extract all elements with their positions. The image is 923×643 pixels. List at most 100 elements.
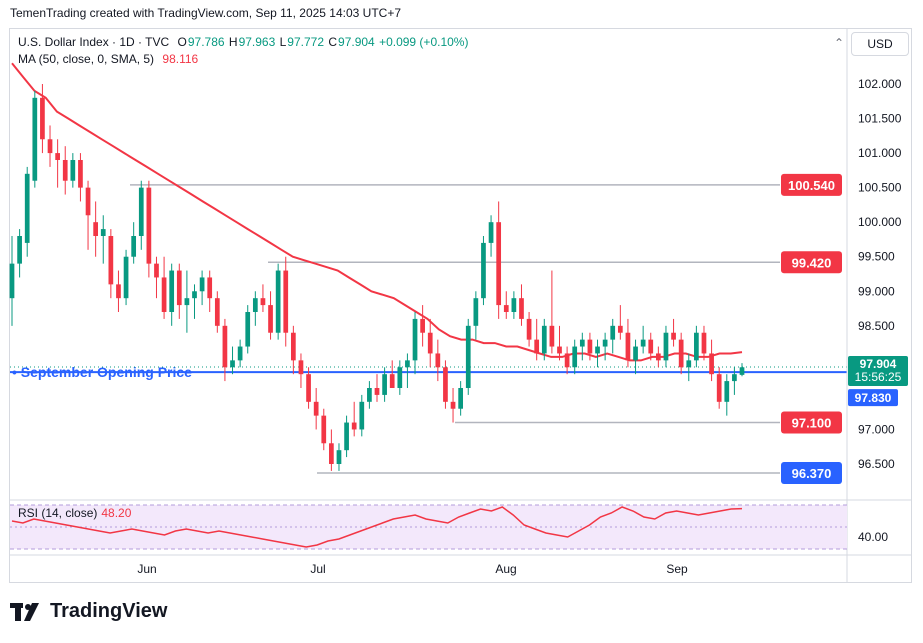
candle-body xyxy=(724,381,730,402)
price-axis: 102.000 101.500 101.000 100.500 100.000 99.50… xyxy=(10,29,912,583)
candle-body xyxy=(184,298,190,306)
opening-price-annotation: • September Opening Price xyxy=(12,364,192,380)
candle-body xyxy=(176,270,182,306)
last-price-box xyxy=(848,355,908,386)
candle-body xyxy=(534,339,540,354)
candle-body xyxy=(85,187,91,216)
levels-layer: 100.540 99.420 97.100 96.370 • September Ope… xyxy=(10,173,847,484)
candle-body xyxy=(47,139,53,154)
rsi-line xyxy=(11,506,743,548)
level-label-box xyxy=(781,411,842,434)
level-label-box xyxy=(781,173,842,196)
price-tick-label: 100.000 xyxy=(858,215,902,229)
candle-body xyxy=(420,318,425,333)
chart-frame xyxy=(9,28,912,583)
last-price-text: 97.904 xyxy=(860,357,897,371)
candle-body xyxy=(313,401,319,416)
candle-body xyxy=(260,298,266,306)
opening-price-box xyxy=(848,389,898,407)
level-label-box xyxy=(781,461,842,484)
time-tick-label: Aug xyxy=(495,562,516,576)
rsi-label: RSI (14, close) xyxy=(18,506,98,520)
candle-body xyxy=(526,318,532,340)
price-tick-label: 98.500 xyxy=(858,319,895,333)
candle-body xyxy=(192,291,197,299)
price-tick-label: 101.000 xyxy=(858,146,902,160)
candle-body xyxy=(701,332,707,354)
candle-body xyxy=(222,325,228,368)
candle-body xyxy=(610,325,616,340)
candle-body xyxy=(374,388,380,395)
candle-body xyxy=(230,360,235,368)
candle-body xyxy=(481,242,486,299)
symbol-name: U.S. Dollar Index · 1D · TVC xyxy=(18,35,170,49)
candle-body xyxy=(214,298,220,326)
candle-body xyxy=(572,346,578,368)
close-value: 97.904 xyxy=(338,35,375,49)
candle-body xyxy=(283,270,289,333)
open-label: O xyxy=(177,35,187,49)
candle-body xyxy=(694,332,699,361)
candle-body xyxy=(511,298,517,312)
price-tick-label: 96.500 xyxy=(858,457,895,471)
candle-body xyxy=(557,346,562,354)
candle-body xyxy=(587,339,593,354)
candle-body xyxy=(716,374,722,402)
candle-body xyxy=(739,367,745,375)
change-value: +0.099 (+0.10%) xyxy=(379,35,469,49)
candle-body xyxy=(62,160,68,181)
candle-body xyxy=(648,339,654,354)
level-label-box xyxy=(781,251,842,274)
candle-body xyxy=(9,263,15,299)
candle-body xyxy=(389,374,395,388)
level-label-text: 100.540 xyxy=(788,178,835,193)
price-tick-label: 99.000 xyxy=(858,284,895,298)
candle-body xyxy=(55,153,60,160)
candle-body xyxy=(655,353,661,361)
high-value: 97.963 xyxy=(238,35,276,49)
candle-body xyxy=(199,277,205,292)
candle-body xyxy=(123,256,129,299)
candle-body xyxy=(579,339,585,347)
opening-price-text: 97.830 xyxy=(855,391,892,405)
candle-body xyxy=(564,353,570,368)
candle-body xyxy=(640,339,646,347)
price-tick-label: 102.000 xyxy=(858,77,902,91)
candle-body xyxy=(237,346,243,361)
candle-body xyxy=(686,360,692,368)
rsi-value: 48.20 xyxy=(101,506,132,520)
candle-body xyxy=(17,236,22,264)
candle-body xyxy=(465,325,471,388)
countdown-text: 15:56:25 xyxy=(855,370,902,384)
candle-body xyxy=(678,339,684,368)
ma-label: MA (50, close, 0, SMA, 5) xyxy=(18,52,155,66)
low-value: 97.772 xyxy=(287,35,324,49)
candle-body xyxy=(344,422,349,451)
candle-body xyxy=(496,222,502,306)
candle-body xyxy=(169,270,175,312)
candle-body xyxy=(78,160,83,188)
chevron-up-icon[interactable]: ⌃ xyxy=(834,36,845,50)
time-tick-label: Sep xyxy=(666,562,688,576)
candle-body xyxy=(458,388,464,409)
candle-body xyxy=(146,187,152,264)
currency-button[interactable]: USD xyxy=(851,32,909,56)
time-tick-label: Jun xyxy=(137,562,156,576)
candle-body xyxy=(427,332,433,354)
tradingview-wordmark: TradingView xyxy=(50,600,168,622)
candle-body xyxy=(306,374,311,402)
high-label: H xyxy=(228,35,238,49)
rsi-legend: RSI (14, close) 48.20 xyxy=(18,506,131,520)
candle-body xyxy=(503,305,509,312)
candle-body xyxy=(633,346,638,361)
candle-body xyxy=(732,374,737,382)
rsi-tick-label: 40.00 xyxy=(858,530,888,544)
ma-value: 98.116 xyxy=(162,52,199,66)
candle-body xyxy=(207,277,213,299)
candle-body xyxy=(405,360,410,368)
ma-line xyxy=(11,62,743,362)
level-label-text: 96.370 xyxy=(792,466,832,481)
price-tick-label: 101.500 xyxy=(858,112,902,126)
